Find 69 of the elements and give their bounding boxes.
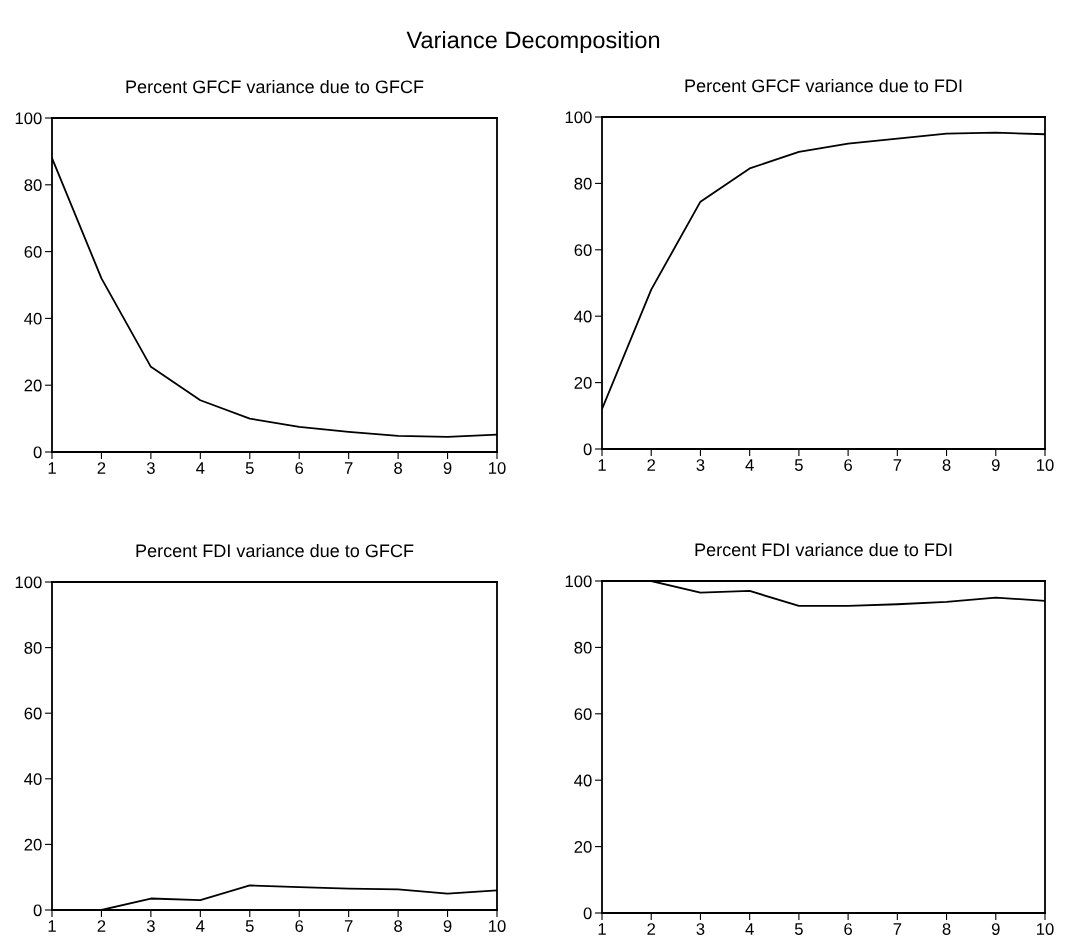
- y-tick-label: 40: [24, 312, 42, 325]
- x-tick-label: 7: [344, 462, 353, 474]
- x-tick-label: 9: [991, 459, 1000, 471]
- x-tick-label: 8: [942, 459, 951, 471]
- y-tick-label: 0: [33, 904, 42, 917]
- x-tick-label: 5: [245, 462, 254, 474]
- x-tick-label: 8: [942, 923, 951, 935]
- y-tick-label: 60: [24, 246, 42, 258]
- y-tick-label: 60: [574, 244, 592, 256]
- y-tick-label: 60: [24, 707, 42, 720]
- x-tick-label: 5: [794, 459, 803, 471]
- y-tick-label: 100: [15, 576, 42, 589]
- x-tick-label: 9: [443, 920, 452, 932]
- x-tick-label: 1: [598, 923, 606, 935]
- x-tick-label: 10: [1037, 923, 1054, 935]
- y-tick-label: 20: [574, 841, 592, 853]
- x-tick-label: 9: [991, 923, 1000, 935]
- y-tick-label: 80: [24, 642, 42, 654]
- x-tick-label: 7: [893, 459, 902, 471]
- chart-title: Percent GFCF variance due to GFCF: [126, 79, 424, 94]
- x-tick-label: 2: [97, 462, 106, 474]
- y-tick-label: 40: [24, 773, 42, 785]
- y-tick-label: 0: [583, 443, 592, 456]
- x-tick-label: 4: [196, 462, 205, 474]
- x-tick-label: 1: [48, 920, 56, 932]
- y-tick-label: 100: [565, 575, 592, 588]
- y-tick-label: 20: [574, 377, 592, 389]
- x-tick-label: 4: [196, 920, 205, 932]
- y-tick-label: 80: [574, 177, 592, 190]
- y-tick-label: 100: [565, 111, 592, 124]
- x-tick-label: 8: [394, 920, 403, 932]
- x-tick-label: 4: [745, 923, 754, 935]
- x-tick-label: 6: [844, 923, 853, 935]
- chart-title: Percent FDI variance due to GFCF: [136, 543, 414, 558]
- x-tick-label: 2: [647, 923, 656, 935]
- y-tick-label: 40: [574, 774, 592, 787]
- y-tick-label: 80: [574, 641, 592, 654]
- y-tick-label: 100: [15, 112, 42, 125]
- x-tick-label: 1: [48, 462, 56, 474]
- x-tick-label: 10: [1037, 459, 1054, 471]
- x-tick-label: 7: [344, 920, 353, 932]
- y-tick-label: 20: [24, 838, 42, 851]
- x-tick-label: 8: [394, 462, 403, 474]
- y-tick-label: 60: [574, 708, 592, 720]
- x-tick-label: 3: [146, 920, 155, 932]
- x-tick-label: 2: [647, 459, 656, 471]
- x-tick-label: 5: [794, 923, 803, 935]
- y-tick-label: 80: [24, 179, 42, 191]
- y-tick-label: 0: [33, 446, 42, 459]
- chart-title: Percent GFCF variance due to FDI: [685, 78, 962, 93]
- x-tick-label: 6: [295, 462, 304, 474]
- x-tick-label: 4: [745, 459, 754, 471]
- x-tick-label: 7: [893, 923, 902, 935]
- x-tick-label: 3: [696, 459, 705, 471]
- y-tick-label: 40: [574, 310, 592, 323]
- x-tick-label: 9: [443, 462, 452, 474]
- x-tick-label: 1: [598, 459, 606, 471]
- y-tick-label: 20: [24, 379, 42, 392]
- chart-title: Percent FDI variance due to FDI: [695, 542, 952, 557]
- x-tick-label: 5: [245, 920, 254, 932]
- y-tick-label: 0: [583, 907, 592, 920]
- x-tick-label: 3: [146, 462, 155, 474]
- x-tick-label: 10: [489, 462, 506, 474]
- x-tick-label: 3: [696, 923, 705, 935]
- x-tick-label: 6: [295, 920, 304, 932]
- x-tick-label: 10: [489, 920, 506, 932]
- x-tick-label: 6: [844, 459, 853, 471]
- x-tick-label: 2: [97, 920, 106, 932]
- text: Variance Decomposition: [406, 31, 660, 53]
